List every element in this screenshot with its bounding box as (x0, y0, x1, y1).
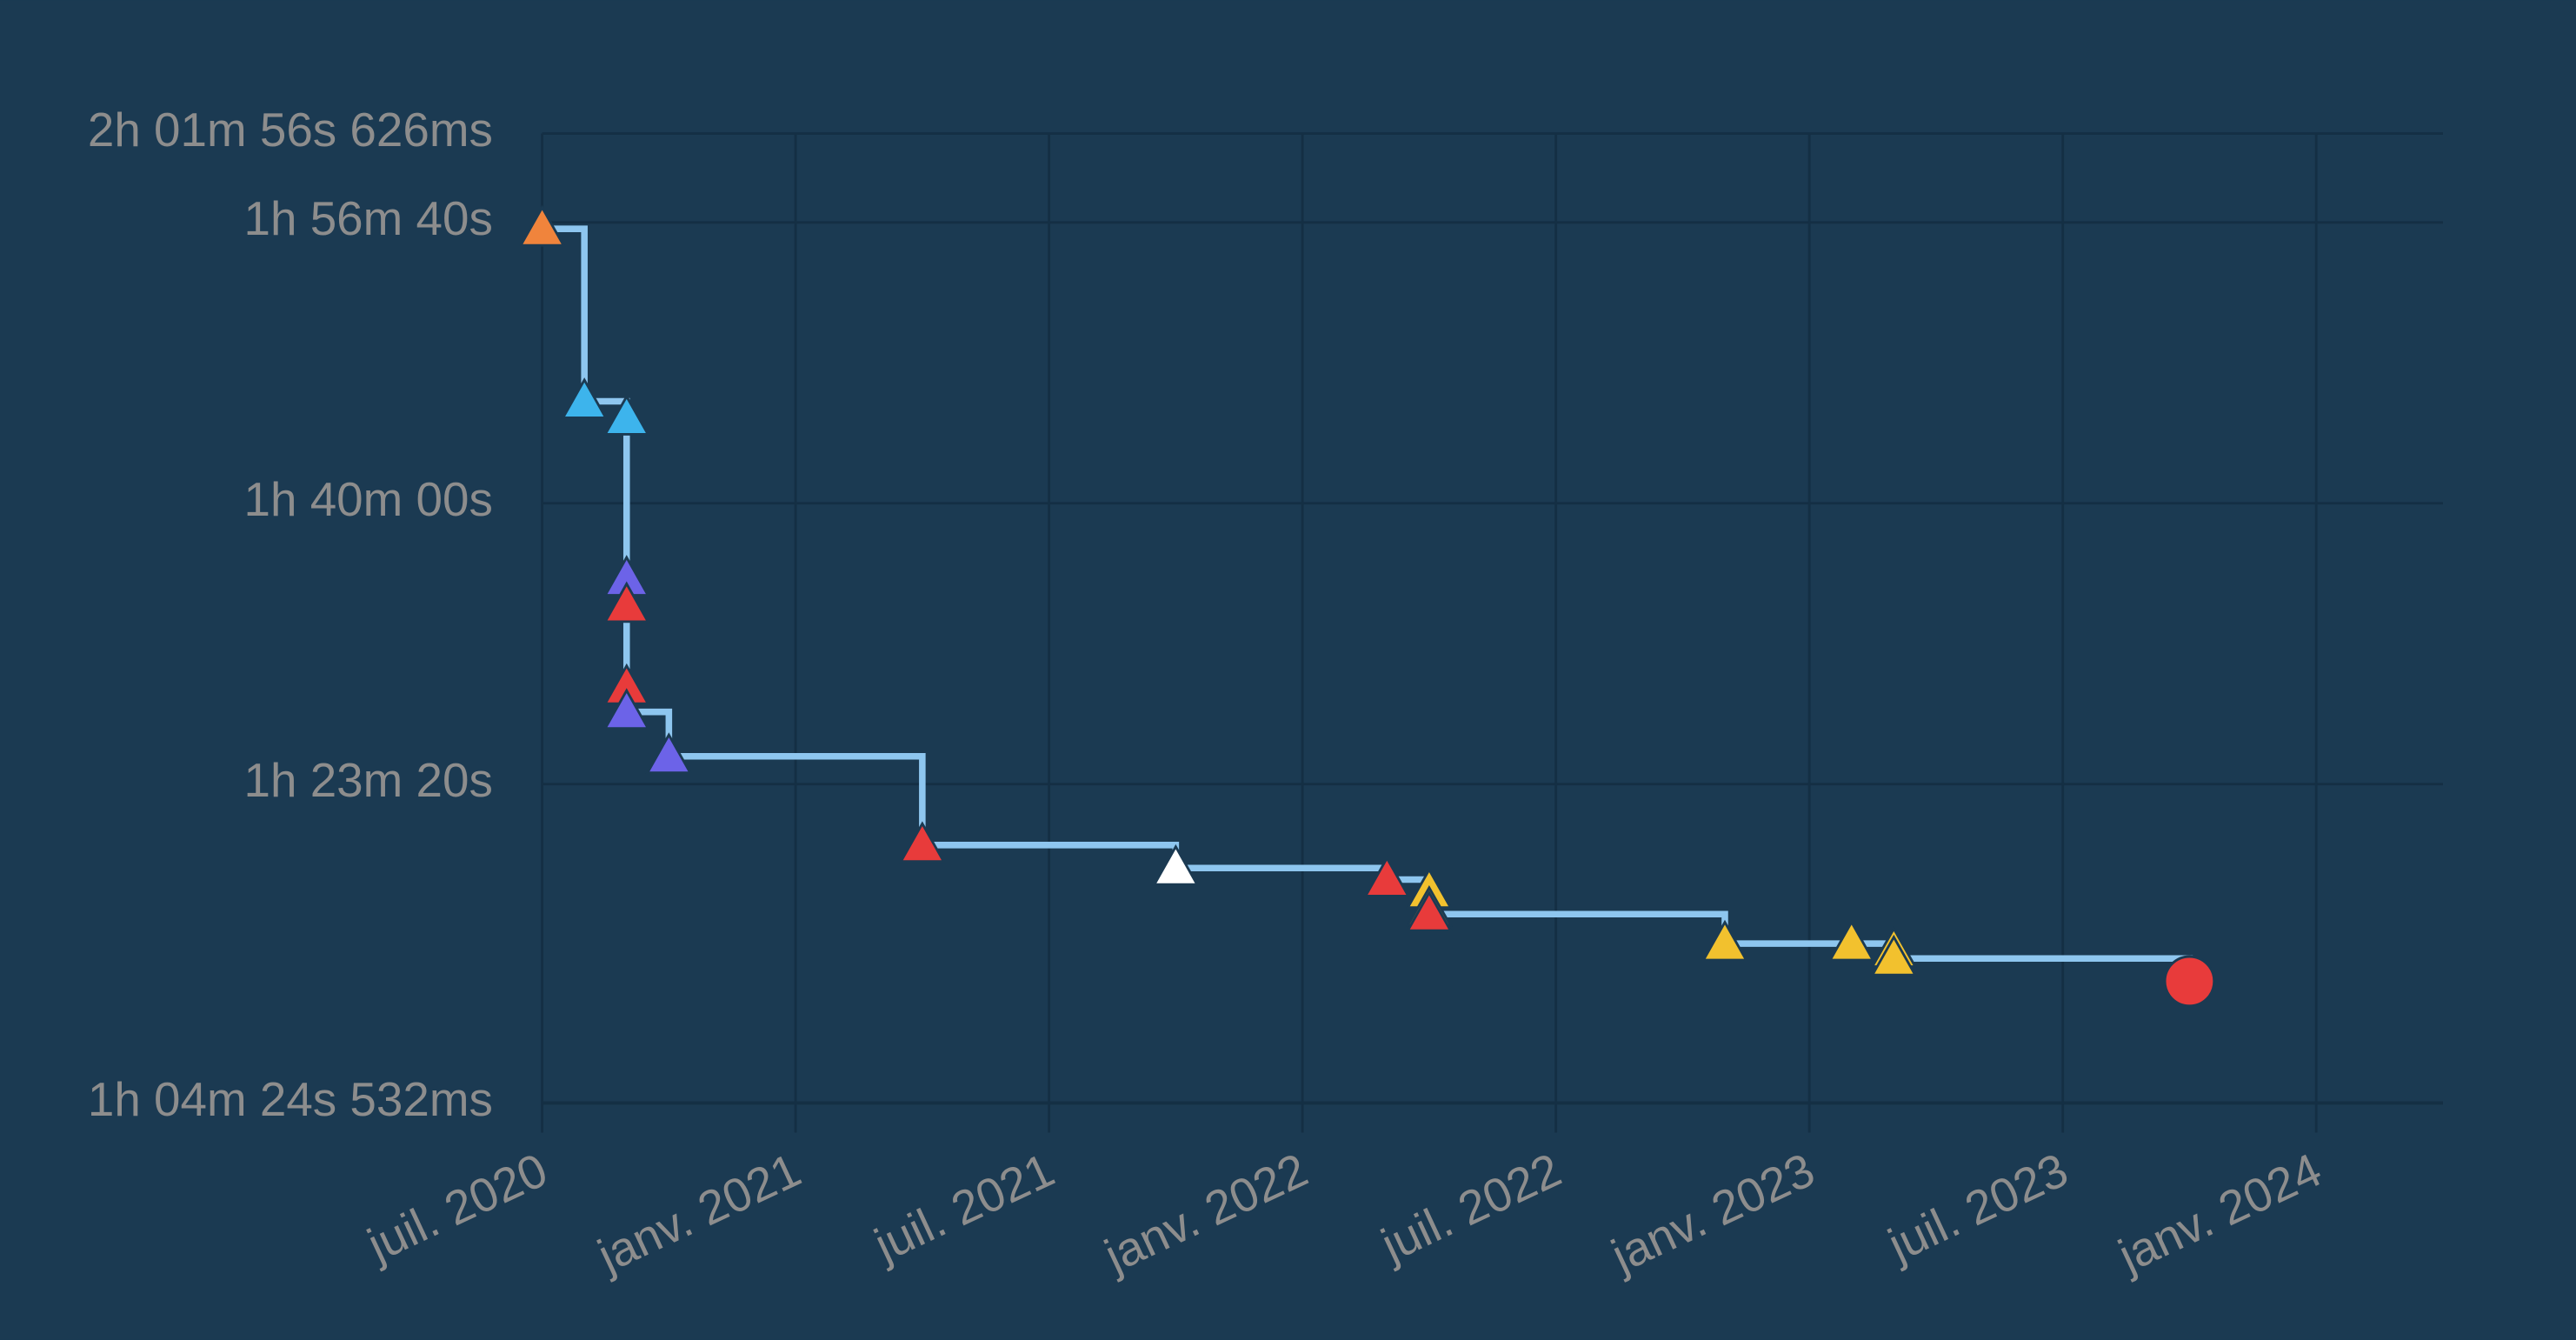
y-tick-label: 1h 04m 24s 532ms (88, 1072, 493, 1126)
y-tick-label: 1h 40m 00s (244, 472, 493, 526)
point (1827, 919, 1875, 962)
y-tick-label: 2h 01m 56s 626ms (88, 103, 493, 157)
point (1363, 856, 1411, 897)
point (898, 821, 946, 863)
point (518, 204, 566, 247)
point (1405, 890, 1453, 932)
point (1152, 843, 1200, 886)
y-tick-label: 1h 56m 40s (244, 191, 493, 245)
point (602, 688, 650, 730)
point (561, 377, 609, 419)
step-segment (669, 752, 926, 845)
point (1701, 919, 1748, 962)
point (645, 732, 693, 775)
point (1870, 934, 1918, 977)
step-segment (542, 225, 588, 402)
point (602, 394, 650, 436)
point (2163, 955, 2216, 1008)
y-tick-label: 1h 23m 20s (244, 753, 493, 807)
point (602, 581, 650, 623)
